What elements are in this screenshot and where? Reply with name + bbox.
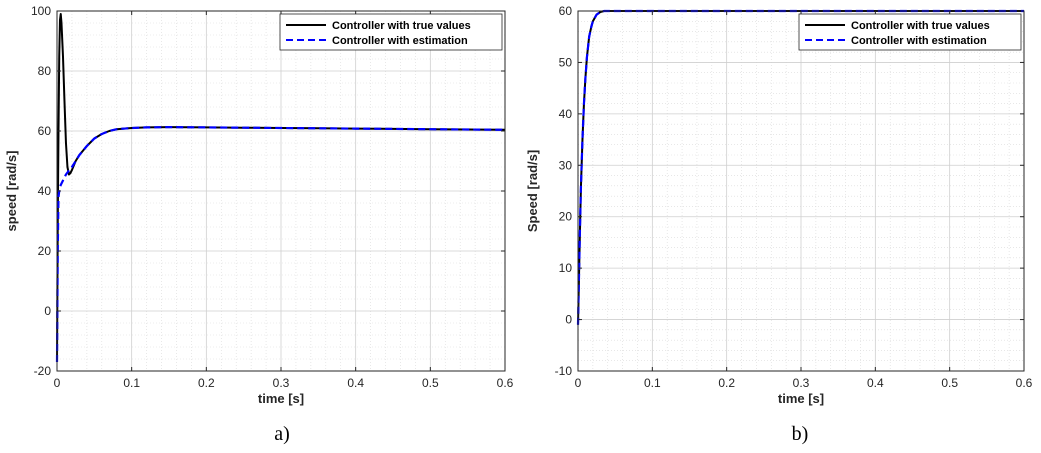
x-tick-label: 0.3 <box>793 376 810 390</box>
y-tick-label: -20 <box>34 364 52 378</box>
x-tick-label: 0.5 <box>941 376 958 390</box>
y-tick-label: 10 <box>559 261 573 275</box>
y-tick-label: 40 <box>38 184 52 198</box>
y-tick-label: 50 <box>559 55 573 69</box>
y-tick-label: 20 <box>38 244 52 258</box>
legend-label: Controller with estimation <box>851 35 987 47</box>
chart-b: 0 0.1 0.2 0.3 0.4 0.5 0.6-100102030405060time … <box>525 4 1033 445</box>
x-tick-label: 0.4 <box>347 376 364 390</box>
subfigure-caption: a) <box>274 423 290 445</box>
y-tick-label: 60 <box>559 4 573 18</box>
x-tick-label: 0.4 <box>867 376 884 390</box>
x-tick-label: 0.3 <box>273 376 290 390</box>
y-tick-label: 60 <box>38 124 52 138</box>
x-tick-label: 0.6 <box>497 376 514 390</box>
legend-box <box>798 13 1022 51</box>
y-tick-label: 30 <box>559 158 573 172</box>
legend-label: Controller with true values <box>332 20 471 32</box>
y-tick-label: -10 <box>555 364 573 378</box>
legend-label: Controller with estimation <box>332 35 468 47</box>
x-tick-label: 0.2 <box>198 376 215 390</box>
y-tick-label: 80 <box>38 64 52 78</box>
x-tick-label: 0.1 <box>123 376 140 390</box>
y-axis-label: Speed [rad/s] <box>525 150 540 232</box>
y-tick-label: 0 <box>565 313 572 327</box>
x-tick-label: 0 <box>54 376 61 390</box>
x-axis-label: time [s] <box>778 391 824 406</box>
y-tick-label: 100 <box>31 4 51 18</box>
legend: Controller with true values Controller wi… <box>798 13 1022 51</box>
y-tick-label: 0 <box>44 304 51 318</box>
y-tick-label: 40 <box>559 107 573 121</box>
y-tick-label: 20 <box>559 210 573 224</box>
x-tick-label: 0 <box>575 376 582 390</box>
x-tick-label: 0.6 <box>1016 376 1033 390</box>
x-tick-label: 0.1 <box>644 376 661 390</box>
legend-box <box>279 13 503 51</box>
series-line-estimation <box>576 9 1024 325</box>
legend-label: Controller with true values <box>851 20 990 32</box>
legend: Controller with true values Controller wi… <box>279 13 503 51</box>
subfigure-caption: b) <box>792 423 809 445</box>
y-axis-label: speed [rad/s] <box>4 151 19 232</box>
x-tick-label: 0.2 <box>718 376 735 390</box>
series-line-estimation <box>55 125 506 363</box>
x-axis-label: time [s] <box>258 391 304 406</box>
x-tick-label: 0.5 <box>422 376 439 390</box>
